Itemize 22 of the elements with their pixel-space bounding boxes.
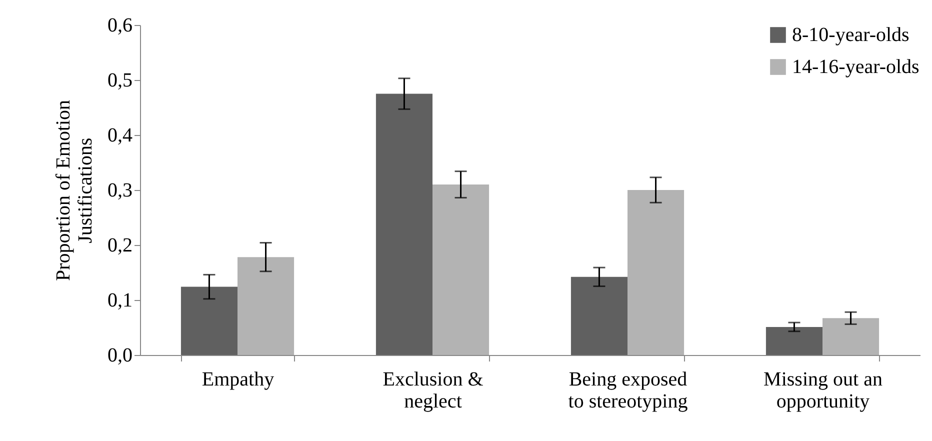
legend-label: 8-10-year-olds xyxy=(792,24,910,46)
x-tick-label: Empathy xyxy=(202,368,274,390)
bar xyxy=(766,326,822,355)
y-tick-label: 0,6 xyxy=(108,14,132,36)
y-tick-label: 0,5 xyxy=(108,70,132,92)
bar xyxy=(180,286,238,355)
y-tick-label: 0,4 xyxy=(108,124,132,146)
y-tick-label: 0,3 xyxy=(108,180,132,202)
y-tick-label: 0,2 xyxy=(108,234,132,256)
y-axis-title: Proportion of Emotion Justifications xyxy=(52,100,96,282)
bar xyxy=(570,276,628,355)
bar xyxy=(822,318,880,355)
legend-label: 14-16-year-olds xyxy=(792,56,920,78)
bar xyxy=(238,257,294,355)
y-tick-label: 0,1 xyxy=(108,290,132,312)
x-tick-label: Exclusion & neglect xyxy=(382,368,484,412)
bar xyxy=(432,184,490,355)
x-tick-label: Missing out an opportunity xyxy=(764,368,882,412)
y-tick-label: 0,0 xyxy=(108,344,132,366)
bar xyxy=(628,190,684,355)
bar xyxy=(376,94,432,355)
x-tick-label: Being exposed to stereotyping xyxy=(568,368,688,412)
